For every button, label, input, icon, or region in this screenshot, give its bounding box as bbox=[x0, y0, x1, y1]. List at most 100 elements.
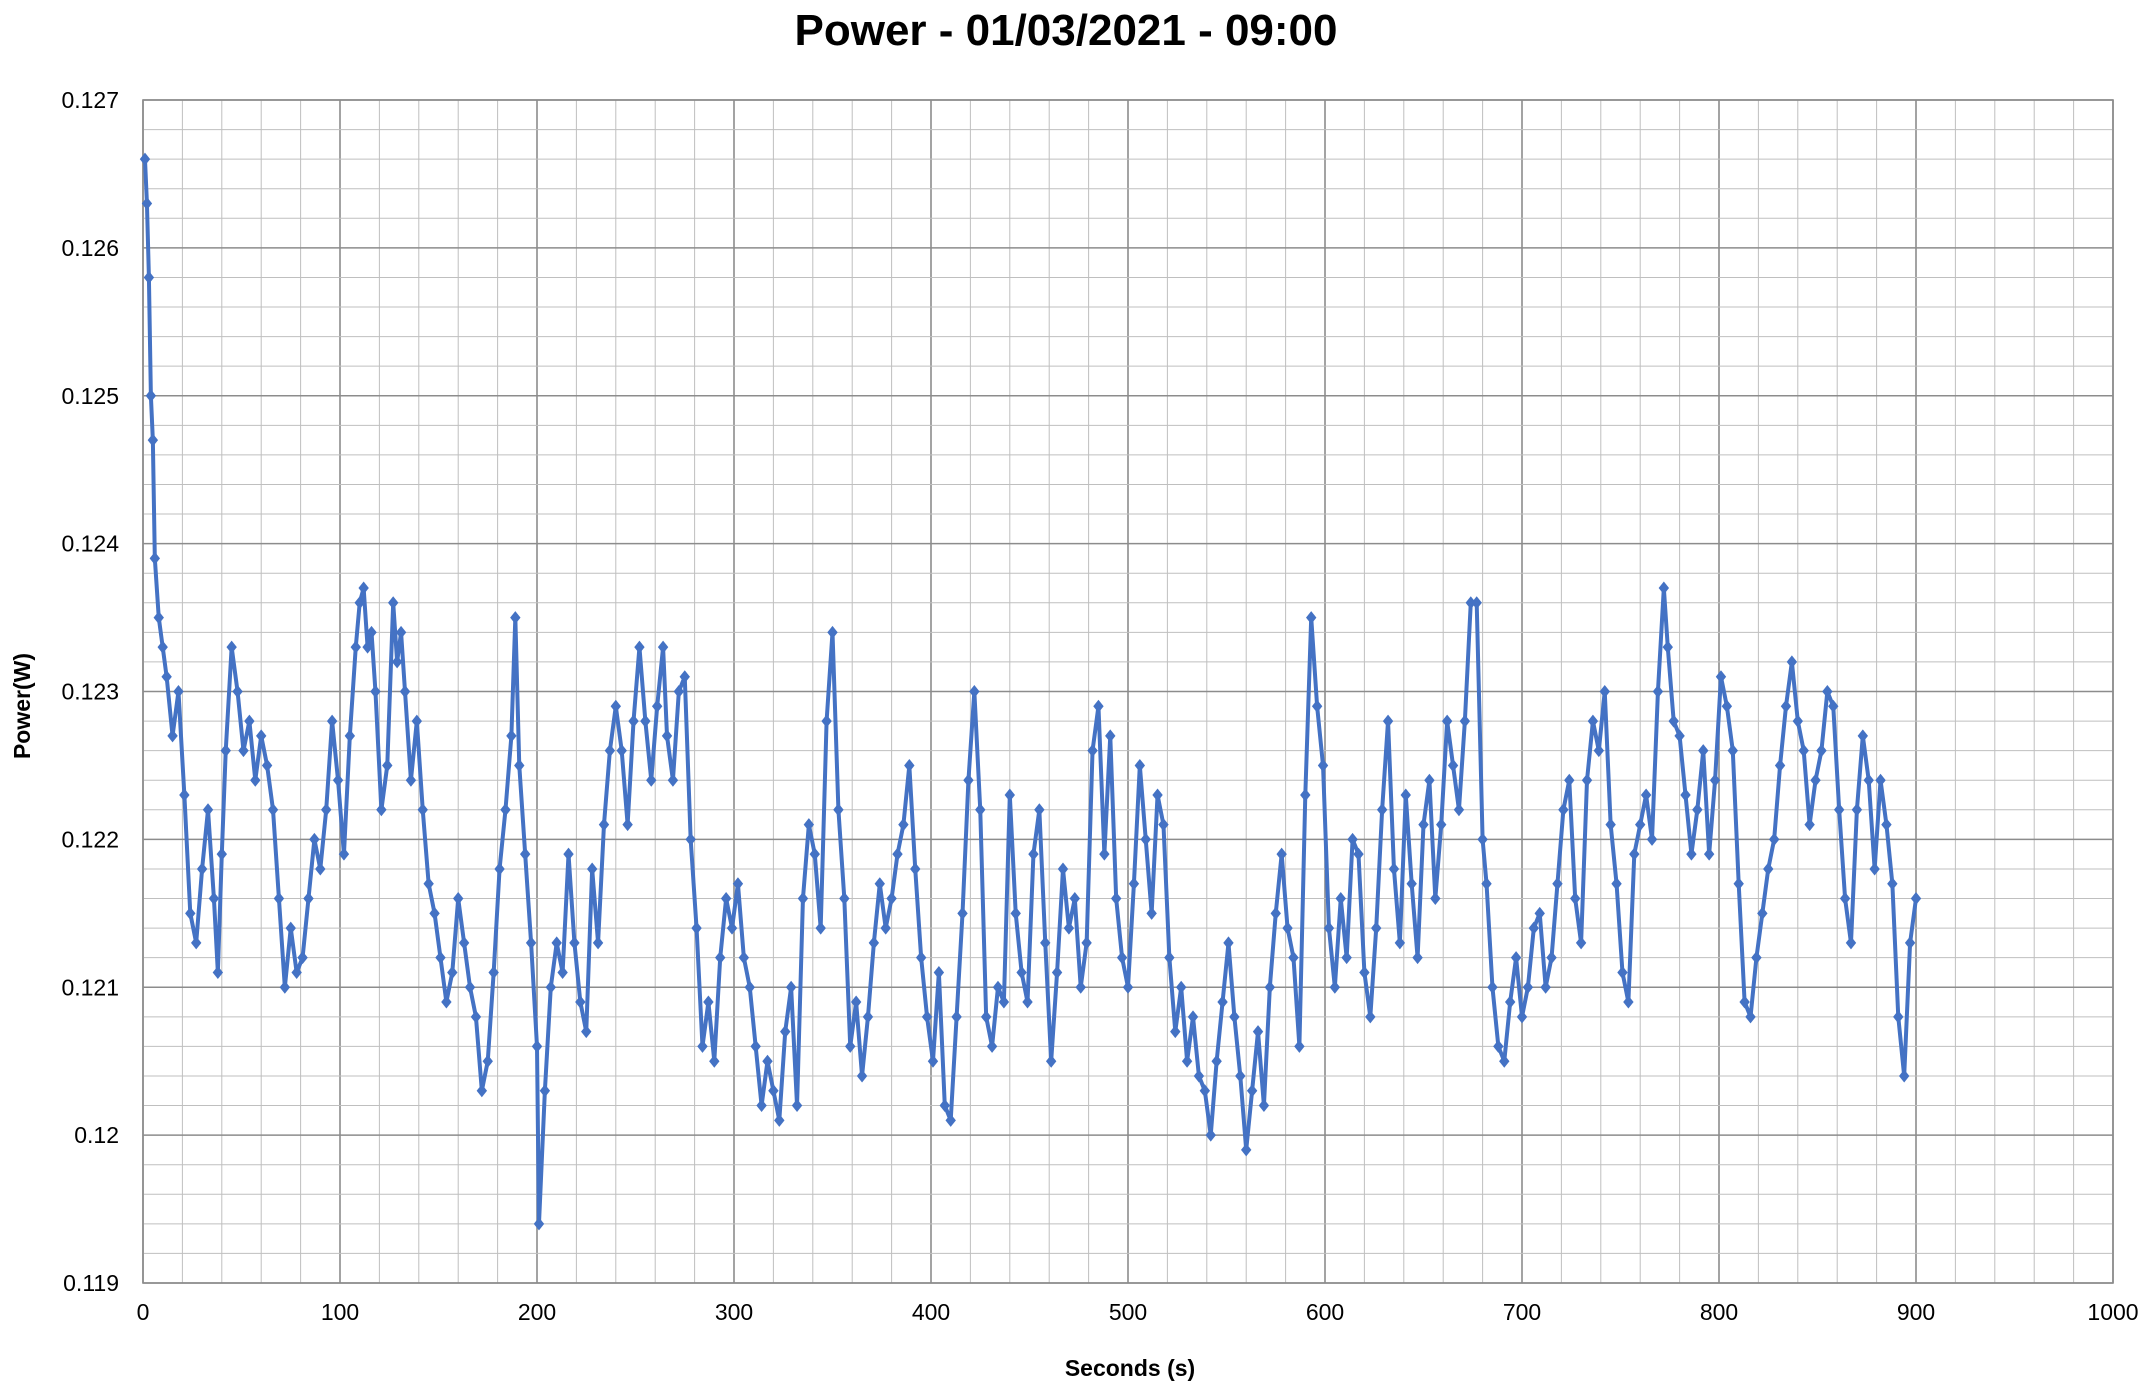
data-point bbox=[1839, 892, 1851, 906]
data-point bbox=[1910, 892, 1922, 906]
data-point bbox=[1828, 699, 1839, 713]
data-point bbox=[376, 803, 387, 817]
data-point bbox=[1441, 714, 1453, 728]
data-point bbox=[921, 1010, 933, 1024]
data-point bbox=[657, 640, 669, 654]
data-point bbox=[1359, 965, 1370, 979]
data-point bbox=[1652, 685, 1664, 698]
data-point bbox=[1164, 951, 1175, 965]
data-point bbox=[880, 921, 891, 935]
data-point bbox=[691, 921, 702, 935]
data-point bbox=[610, 699, 621, 713]
data-point bbox=[1904, 936, 1916, 950]
data-point bbox=[1516, 1010, 1528, 1024]
data-point bbox=[1170, 1025, 1181, 1039]
data-point bbox=[464, 980, 476, 994]
data-point bbox=[143, 270, 155, 284]
data-point bbox=[1558, 803, 1569, 817]
data-point bbox=[1692, 803, 1703, 817]
data-point bbox=[1010, 906, 1021, 920]
data-point bbox=[332, 773, 344, 787]
data-point bbox=[592, 936, 604, 950]
data-point bbox=[780, 1025, 791, 1039]
data-point bbox=[500, 803, 511, 817]
data-point bbox=[679, 670, 690, 684]
data-point bbox=[640, 714, 651, 728]
data-point bbox=[1798, 744, 1809, 758]
data-point bbox=[1116, 951, 1128, 965]
data-point bbox=[1703, 847, 1715, 861]
data-point bbox=[167, 729, 178, 743]
data-point bbox=[616, 744, 627, 758]
data-point bbox=[1898, 1069, 1910, 1083]
data-point bbox=[1087, 744, 1098, 758]
data-point bbox=[1623, 995, 1634, 1009]
y-tick-label: 0.127 bbox=[61, 87, 119, 113]
data-point bbox=[557, 965, 568, 979]
data-point bbox=[768, 1084, 779, 1098]
data-point bbox=[531, 1039, 543, 1053]
data-point bbox=[685, 832, 696, 846]
data-point bbox=[1317, 758, 1329, 772]
data-point bbox=[1552, 877, 1563, 891]
data-point bbox=[1040, 936, 1051, 950]
data-point bbox=[1721, 699, 1733, 713]
data-point bbox=[1175, 980, 1187, 994]
data-point bbox=[1757, 906, 1768, 920]
data-point bbox=[646, 773, 657, 787]
data-point bbox=[1252, 1025, 1264, 1039]
x-tick-label: 800 bbox=[1700, 1299, 1738, 1325]
data-point bbox=[720, 892, 732, 906]
data-point bbox=[190, 936, 202, 950]
data-point bbox=[1152, 788, 1163, 802]
data-point bbox=[220, 744, 231, 758]
data-point bbox=[244, 714, 255, 728]
x-axis-ticks: 0 100 200 300 400 500 600 700 800 900 1000 bbox=[137, 1299, 2139, 1325]
data-point bbox=[196, 862, 208, 876]
data-point bbox=[1140, 832, 1151, 846]
data-point bbox=[1493, 1039, 1504, 1053]
data-point bbox=[1593, 744, 1605, 758]
data-point bbox=[173, 685, 184, 698]
data-point bbox=[1436, 818, 1447, 832]
y-tick-label: 0.123 bbox=[61, 679, 119, 705]
data-point bbox=[267, 803, 279, 817]
data-point bbox=[1353, 847, 1364, 861]
data-point bbox=[1471, 596, 1482, 610]
data-point bbox=[238, 744, 249, 758]
data-point bbox=[797, 892, 809, 906]
data-point bbox=[1611, 877, 1622, 891]
data-point bbox=[1406, 877, 1417, 891]
data-point bbox=[1447, 758, 1459, 772]
data-point bbox=[1075, 980, 1086, 994]
data-point bbox=[321, 803, 332, 817]
data-point bbox=[366, 625, 377, 639]
data-point bbox=[1412, 951, 1423, 965]
data-point bbox=[927, 1054, 939, 1068]
series-layer bbox=[139, 152, 1922, 1231]
data-point bbox=[945, 1113, 956, 1127]
data-point bbox=[1365, 1010, 1376, 1024]
data-point bbox=[1246, 1084, 1258, 1098]
x-tick-label: 500 bbox=[1109, 1299, 1147, 1325]
data-point bbox=[586, 862, 598, 876]
data-point bbox=[1258, 1099, 1270, 1113]
data-point bbox=[1629, 847, 1640, 861]
data-point bbox=[1822, 685, 1833, 698]
data-point bbox=[1199, 1084, 1211, 1098]
data-point bbox=[1575, 936, 1587, 950]
data-point bbox=[939, 1099, 950, 1113]
data-point bbox=[1306, 611, 1317, 625]
data-point bbox=[297, 951, 308, 965]
data-point bbox=[250, 773, 261, 787]
data-point bbox=[1715, 670, 1727, 684]
data-point bbox=[510, 611, 521, 625]
x-tick-label: 1000 bbox=[2087, 1299, 2138, 1325]
data-point bbox=[315, 862, 326, 876]
data-point bbox=[435, 951, 446, 965]
data-point bbox=[1763, 862, 1774, 876]
data-point bbox=[1323, 921, 1335, 935]
data-point bbox=[1217, 995, 1228, 1009]
data-point bbox=[1733, 877, 1744, 891]
y-axis-label: Power(W) bbox=[9, 653, 35, 759]
